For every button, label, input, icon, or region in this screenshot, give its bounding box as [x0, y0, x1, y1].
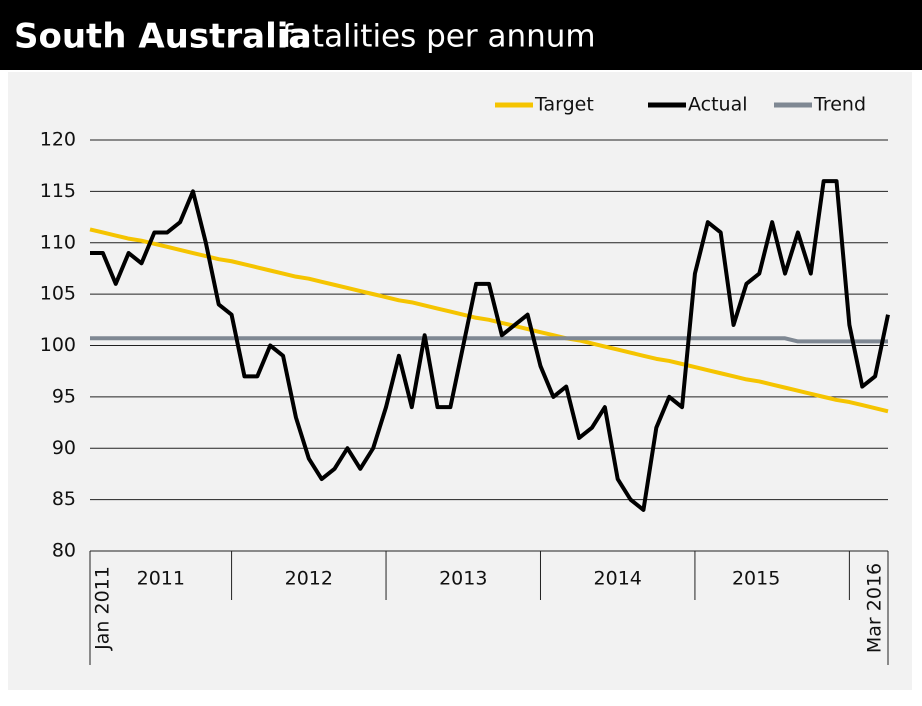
x-tick-label: Jan 2011 [92, 566, 114, 651]
y-tick-label: 100 [40, 334, 76, 356]
y-tick-label: 95 [52, 385, 76, 407]
y-tick-label: 85 [52, 488, 76, 510]
x-year-label: 2013 [439, 568, 487, 590]
y-tick-label: 105 [40, 283, 76, 305]
x-year-label: 2014 [594, 568, 642, 590]
line-series [89, 227, 889, 414]
legend-label: Target [534, 94, 594, 116]
y-tick-label: 110 [40, 231, 76, 253]
x-year-label: 2015 [732, 568, 780, 590]
line-series [90, 179, 890, 512]
y-tick-label: 115 [40, 180, 76, 202]
x-year-label: 2011 [137, 568, 185, 590]
x-tick-label: Mar 2016 [864, 563, 886, 653]
x-year-label: 2012 [285, 568, 333, 590]
line-series [90, 336, 888, 344]
chart-title: South Australia [14, 17, 311, 57]
y-tick-label: 80 [52, 540, 76, 562]
legend-label: Trend [813, 94, 866, 116]
legend-label: Actual [688, 94, 748, 116]
y-tick-label: 120 [40, 129, 76, 151]
y-tick-label: 90 [52, 437, 76, 459]
title-bar [0, 0, 922, 70]
plot-panel [8, 72, 912, 690]
chart-subtitle: fatalities per annum [282, 19, 596, 55]
